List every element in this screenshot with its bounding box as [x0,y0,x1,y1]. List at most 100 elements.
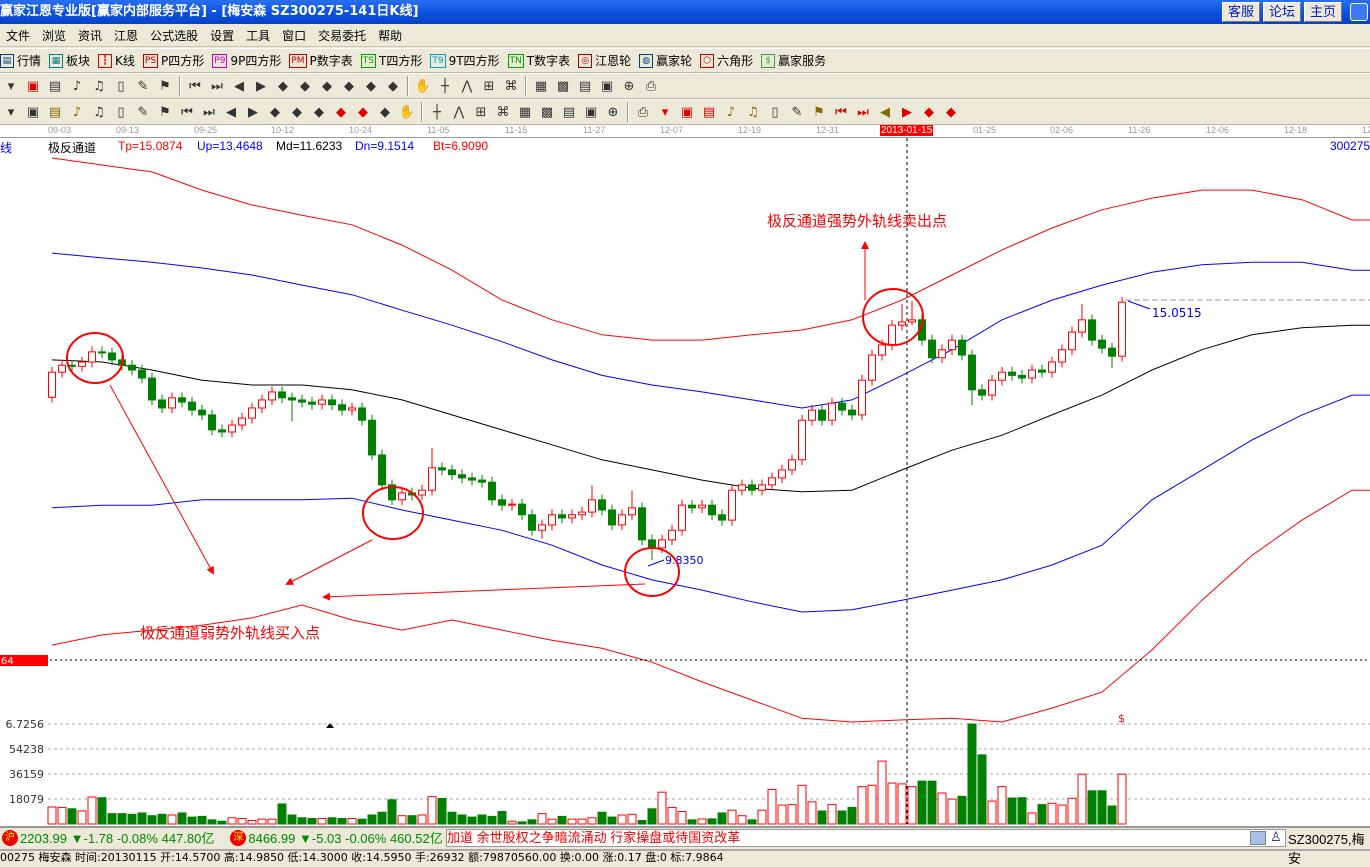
win-fan-icon[interactable]: ◆ [918,101,940,123]
pen2-icon[interactable]: ▯ [764,101,786,123]
toolbar-button-10[interactable]: ◍赢家轮 [639,52,692,69]
n2-icon[interactable]: ⏭ [198,101,220,123]
god-icon[interactable]: ◆ [330,101,352,123]
menu-item-8[interactable]: 交易委托 [312,27,372,44]
hand-icon[interactable]: ✋ [412,75,434,97]
menu-item-7[interactable]: 窗口 [276,27,312,44]
vv-icon[interactable]: ▩ [536,101,558,123]
shrink-icon[interactable]: ◆ [338,75,360,97]
wave-icon[interactable]: ◆ [308,101,330,123]
slash-icon[interactable]: ⊕ [602,101,624,123]
square-icon[interactable]: ◆ [286,101,308,123]
win-icon[interactable]: ◆ [352,101,374,123]
toolbar-button-11[interactable]: ⬡六角形 [700,52,753,69]
j-icon[interactable]: ⏮ [830,101,852,123]
notes-icon[interactable]: ▤ [44,75,66,97]
grid-b-icon[interactable]: ▣ [580,101,602,123]
toolbar-button-2[interactable]: ┇K线 [98,52,135,69]
box-fan2-icon[interactable]: ⌘ [492,101,514,123]
target-icon[interactable]: ▶ [242,101,264,123]
gold3-icon[interactable]: ⚑ [808,101,830,123]
menu-item-4[interactable]: 公式选股 [144,27,204,44]
fib-icon[interactable]: ♫ [88,101,110,123]
print-icon[interactable]: ⎙ [640,75,662,97]
menu-item-6[interactable]: 工具 [240,27,276,44]
network-icon[interactable]: ⊕ [618,75,640,97]
first-icon[interactable]: ⏮ [184,75,206,97]
zoom-out-icon[interactable]: ◆ [382,75,404,97]
right-icon[interactable]: ◆ [294,75,316,97]
triangle-icon[interactable]: ◀ [220,101,242,123]
menu-item-0[interactable]: 文件 [0,27,36,44]
menu-item-3[interactable]: 江恩 [108,27,144,44]
window-icon[interactable]: ▣ [22,75,44,97]
toolbar-button-0[interactable]: ▤行情 [0,52,41,69]
candle-type-icon[interactable]: ▯ [110,75,132,97]
calendar-icon[interactable]: ▦ [530,75,552,97]
line-tool-icon[interactable]: ⋀ [456,75,478,97]
menu-item-2[interactable]: 资讯 [72,27,108,44]
news-ticker[interactable]: 加道 余世股权之争暗流涌动 行家操盘或待国资改革 [446,829,1286,847]
minimize-button[interactable] [1350,3,1368,21]
gold-icon[interactable]: ▤ [44,101,66,123]
gold2-icon[interactable]: ♪ [66,101,88,123]
angle-icon[interactable]: ▦ [514,101,536,123]
gold-line-icon[interactable]: ♫ [742,101,764,123]
width-icon[interactable]: ✋ [396,101,418,123]
save-icon[interactable]: ▣ [596,75,618,97]
next-icon[interactable]: ▶ [250,75,272,97]
wave9-icon[interactable]: ♫ [88,75,110,97]
parallel-icon[interactable]: ▣ [22,101,44,123]
toolbar-button-12[interactable]: $赢家服务 [761,52,826,69]
grid-a-icon[interactable]: ▤ [558,101,580,123]
gold-circle-icon[interactable]: ♪ [720,101,742,123]
forum-button[interactable]: 论坛 [1263,2,1301,22]
box-fan-icon[interactable]: ⊞ [470,101,492,123]
fan-icon[interactable]: ⋀ [448,101,470,123]
box-icon[interactable]: ┼ [426,101,448,123]
scroll-spinner[interactable] [1250,831,1266,845]
menu-item-1[interactable]: 浏览 [36,27,72,44]
sh-index[interactable]: 2203.99 ▼-1.78 -0.08% 447.80亿 [20,828,214,847]
sine-icon[interactable]: ✎ [786,101,808,123]
percent-line-icon[interactable]: ▤ [698,101,720,123]
f-icon[interactable]: ⏭ [852,101,874,123]
draw-icon[interactable]: ✎ [132,75,154,97]
spiral-icon[interactable]: ▯ [110,101,132,123]
pattern-icon[interactable]: ⌘ [500,75,522,97]
percent-fan-icon[interactable]: ▾ [654,101,676,123]
calculator-icon[interactable]: ▩ [552,75,574,97]
wave3-icon[interactable]: ♪ [66,75,88,97]
menu-item-9[interactable]: 帮助 [372,27,408,44]
percent-icon[interactable]: ▣ [676,101,698,123]
zoom-in-icon[interactable]: ◆ [360,75,382,97]
left-icon[interactable]: ◆ [272,75,294,97]
crosshair-icon[interactable]: ┼ [434,75,456,97]
circle-icon[interactable]: ⚑ [154,101,176,123]
sz-index[interactable]: 8466.99 ▼-5.03 -0.06% 460.52亿 [248,828,442,847]
chart-canvas[interactable]: 6415.05159.8350极反通道强势外轨线卖出点极反通道弱势外轨线买入点$… [0,138,1370,826]
ruler-icon[interactable]: ▾ [0,101,22,123]
homepage-button[interactable]: 主页 [1304,2,1342,22]
god-fan-icon[interactable]: ▶ [896,101,918,123]
dropdown-icon[interactable]: ▾ [0,75,22,97]
menu-item-5[interactable]: 设置 [204,27,240,44]
pen-icon[interactable]: ✎ [132,101,154,123]
document-icon[interactable]: ▤ [574,75,596,97]
chart-flag-icon[interactable]: ⚑ [154,75,176,97]
lines-icon[interactable]: ⏮ [176,101,198,123]
web-icon[interactable]: ◆ [264,101,286,123]
gold-fan-icon[interactable]: ◀ [874,101,896,123]
grid-icon[interactable]: ⊞ [478,75,500,97]
grid-tool-icon[interactable]: ◆ [374,101,396,123]
prev-icon[interactable]: ◀ [228,75,250,97]
last-icon[interactable]: ⏭ [206,75,228,97]
table-icon[interactable]: ⎙ [632,101,654,123]
